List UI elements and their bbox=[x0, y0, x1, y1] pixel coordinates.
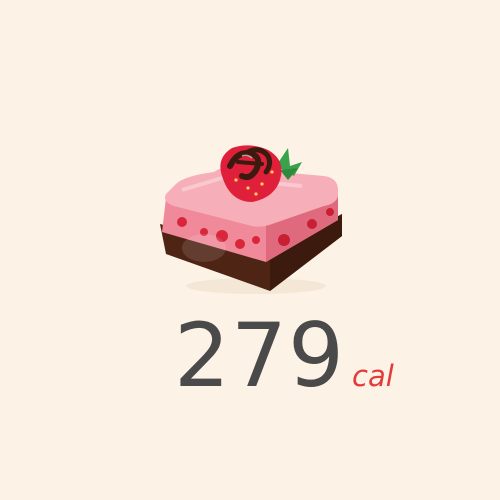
calorie-unit: cal bbox=[352, 359, 394, 393]
cake-illustration bbox=[160, 145, 342, 294]
calorie-value: 279 bbox=[174, 304, 345, 407]
